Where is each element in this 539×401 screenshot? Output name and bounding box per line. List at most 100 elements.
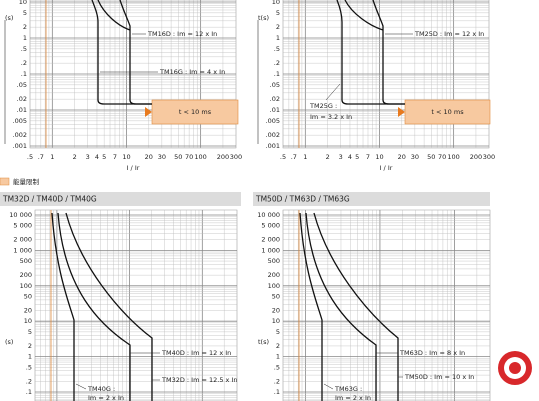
y-tick-label: .1 <box>26 388 32 396</box>
y-tick-label: 1 <box>276 353 280 361</box>
x-axis-title: I / Ir <box>127 164 140 172</box>
trip-curve <box>97 0 131 31</box>
zone-arrow <box>145 107 152 117</box>
x-tick-label: 10 <box>375 153 383 161</box>
y-tick-label: 5 000 <box>261 222 280 230</box>
y-tick-label: 2 <box>276 23 280 31</box>
annotation: TM63G : <box>334 385 362 393</box>
annotation: TM16D : Im = 12 x In <box>147 30 217 38</box>
y-tick-label: 5 <box>276 9 280 17</box>
annotation: TM25D : Im = 12 x In <box>414 30 484 38</box>
y-tick-label: .5 <box>274 363 280 371</box>
y-tick-label: .1 <box>274 70 280 78</box>
x-tick-label: 20 <box>398 153 406 161</box>
x-tick-label: 50 <box>174 153 182 161</box>
y-tick-label: 50 <box>24 292 32 300</box>
y-tick-label: .02 <box>270 95 280 103</box>
y-axis-label: (s) <box>5 14 13 22</box>
y-tick-label: .01 <box>270 106 280 114</box>
legend-swatch <box>0 177 10 186</box>
y-tick-label: .05 <box>17 81 27 89</box>
x-tick-label: .7 <box>38 153 44 161</box>
y-tick-label: .001 <box>13 142 27 150</box>
y-tick-label: .2 <box>26 377 32 385</box>
y-tick-label: .02 <box>17 95 27 103</box>
y-tick-label: .5 <box>26 363 32 371</box>
section-title: TM32D / TM40D / TM40G <box>2 195 97 204</box>
y-tick-label: .1 <box>274 388 280 396</box>
y-tick-label: 20 <box>272 307 280 315</box>
trip-curve <box>51 212 75 401</box>
y-tick-label: 1 <box>276 34 280 42</box>
y-tick-label: .2 <box>274 377 280 385</box>
x-tick-label: 3 <box>339 153 343 161</box>
y-tick-label: .2 <box>21 59 27 67</box>
x-tick-label: 10 <box>122 153 130 161</box>
x-axis-title: I / Ir <box>380 164 393 172</box>
trip-curve <box>344 0 384 31</box>
x-tick-label: 7 <box>113 153 117 161</box>
annotation: TM16G : Im = 4 x In <box>159 68 225 76</box>
x-tick-label: 70 <box>438 153 446 161</box>
y-tick-label: 50 <box>272 292 280 300</box>
x-tick-label: 30 <box>158 153 166 161</box>
y-tick-label: .2 <box>274 59 280 67</box>
x-tick-label: 20 <box>145 153 153 161</box>
y-tick-label: .005 <box>266 117 280 125</box>
y-axis-label: (s) <box>5 338 13 346</box>
zone-box <box>151 99 239 125</box>
x-tick-label: .5 <box>27 153 33 161</box>
section-bar <box>0 192 241 206</box>
y-tick-label: .002 <box>266 131 280 139</box>
annotation: TM32D : Im = 12.5 x In <box>161 376 238 384</box>
legend-label: 能量限制 <box>13 177 40 186</box>
x-tick-label: 2 <box>326 153 330 161</box>
trip-curve <box>119 0 152 105</box>
trip-curve <box>91 0 152 105</box>
x-tick-label: 300 <box>230 153 242 161</box>
x-tick-label: 100 <box>194 153 206 161</box>
x-tick-label: 7 <box>366 153 370 161</box>
y-tick-label: 2 000 <box>13 236 32 244</box>
trip-curve <box>299 212 323 401</box>
annotation: Im = 2 x In <box>335 394 371 401</box>
trip-curve <box>336 0 405 105</box>
x-tick-label: .5 <box>280 153 286 161</box>
x-tick-label: 1 <box>303 153 307 161</box>
zone-label: t < 10 ms <box>179 108 212 116</box>
leader-line <box>75 383 87 390</box>
leader-line <box>325 83 341 101</box>
y-tick-label: .01 <box>17 106 27 114</box>
y-tick-label: 500 <box>268 257 280 265</box>
x-tick-label: 5 <box>355 153 359 161</box>
y-tick-label: 200 <box>20 271 32 279</box>
section-title: TM50D / TM63D / TM63G <box>255 195 350 204</box>
y-tick-label: 5 <box>28 328 32 336</box>
x-tick-label: 100 <box>447 153 459 161</box>
y-tick-label: .002 <box>13 131 27 139</box>
y-tick-label: .05 <box>270 81 280 89</box>
annotation: TM40G : <box>87 385 115 393</box>
y-tick-label: 10 <box>24 317 32 325</box>
y-tick-label: 1 000 <box>261 246 280 254</box>
y-tick-label: 5 <box>276 328 280 336</box>
x-tick-label: .7 <box>291 153 297 161</box>
y-tick-label: 10 000 <box>257 211 280 219</box>
zone-arrow <box>398 107 405 117</box>
x-tick-label: 200 <box>470 153 482 161</box>
x-tick-label: 300 <box>483 153 495 161</box>
y-tick-label: 500 <box>20 257 32 265</box>
annotation: TM50D : Im = 10 x In <box>404 373 474 381</box>
y-tick-label: 5 000 <box>13 222 32 230</box>
y-tick-label: 2 <box>276 342 280 350</box>
x-tick-label: 3 <box>86 153 90 161</box>
x-tick-label: 70 <box>185 153 193 161</box>
x-tick-label: 2 <box>73 153 77 161</box>
y-tick-label: 1 <box>23 34 27 42</box>
zone-label: t < 10 ms <box>431 108 464 116</box>
y-tick-label: 1 <box>28 353 32 361</box>
annotation: TM25G : <box>309 102 337 110</box>
annotation: Im = 3.2 x In <box>310 113 352 121</box>
annotation: TM40D : Im = 12 x In <box>161 349 231 357</box>
